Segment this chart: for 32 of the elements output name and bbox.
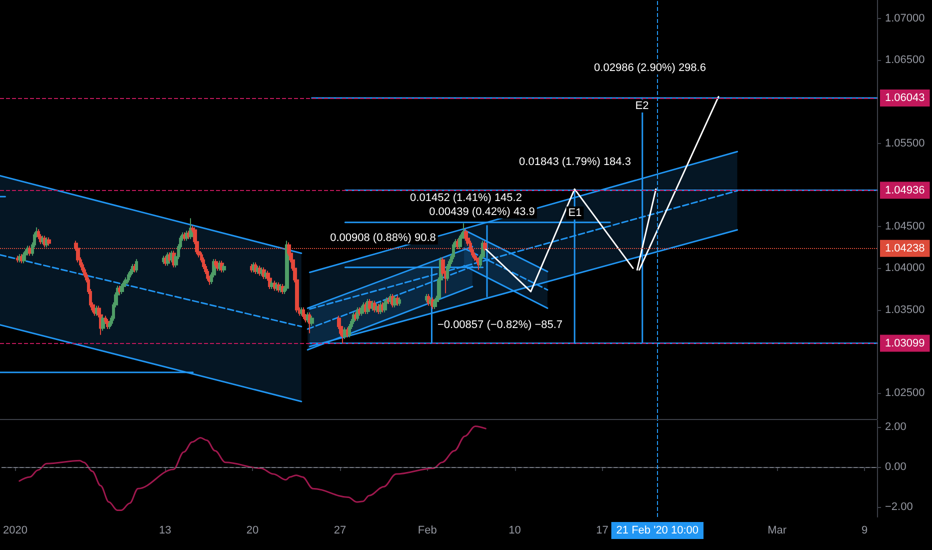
y-tick-label: 1.04000: [885, 262, 925, 274]
annotation: 0.02986 (2.90%) 298.6: [594, 62, 706, 74]
y-tick-label: 1.05500: [885, 137, 925, 150]
y-tick-label: 1.04500: [885, 220, 925, 233]
ref-line-label: 1.04238: [885, 242, 925, 254]
ref-line-label: 21 Feb '20 10:00: [616, 524, 699, 536]
ref-line-label: 1.03099: [885, 337, 925, 350]
y-tick-label: 1.03500: [885, 304, 925, 316]
ref-line-label: 1.06043: [885, 92, 925, 104]
y-tick-label: 2.00: [885, 421, 906, 433]
annotation: 0.00908 (0.88%) 90.8: [330, 232, 436, 244]
annotation: E2: [635, 100, 649, 112]
x-tick-label: Mar: [768, 524, 787, 536]
y-tick-label: 1.07000: [885, 12, 925, 24]
annotation: 0.01452 (1.41%) 145.2: [410, 192, 522, 204]
x-tick-label: 10: [508, 524, 521, 536]
y-tick-label: −2.00: [885, 501, 913, 513]
annotation: −0.00857 (−0.82%) −85.7: [437, 319, 563, 331]
x-tick-label: 2020: [2, 524, 28, 536]
annotation: 0.01843 (1.79%) 184.3: [519, 156, 631, 168]
y-tick-label: 0.00: [885, 461, 906, 473]
x-tick-label: 9: [861, 524, 868, 536]
ref-line-label: 1.04936: [885, 184, 925, 196]
y-tick-label: 1.06500: [885, 54, 925, 66]
y-tick-label: 1.02500: [885, 387, 925, 400]
annotation: E1: [568, 207, 582, 219]
x-tick-label: 13: [158, 524, 172, 536]
x-tick-label: 17: [596, 524, 608, 536]
x-tick-label: 27: [334, 524, 346, 536]
annotation: 0.00439 (0.42%) 43.9: [429, 206, 535, 218]
x-tick-label: 20: [246, 524, 259, 536]
x-tick-label: Feb: [418, 524, 437, 536]
